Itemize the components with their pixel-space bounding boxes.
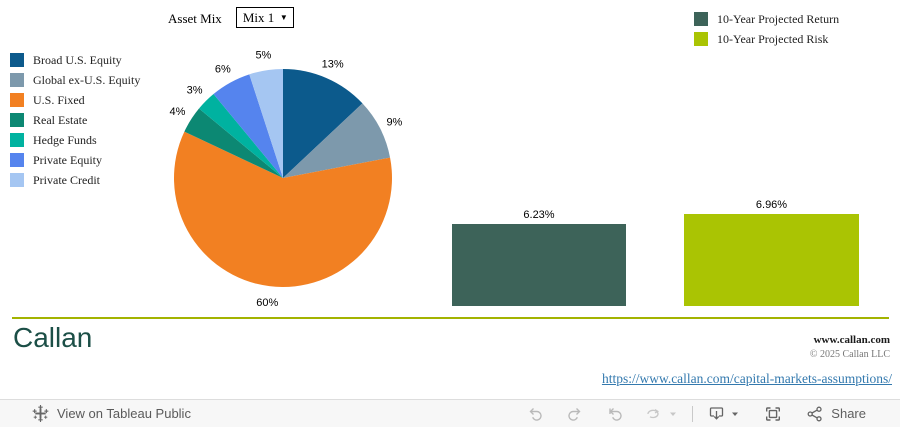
legend-label: Broad U.S. Equity [33, 52, 122, 67]
refresh-menu-caret[interactable] [668, 409, 678, 419]
legend-item[interactable]: Global ex-U.S. Equity [10, 70, 140, 90]
copyright-label: © 2025 Callan LLC [809, 349, 890, 360]
return-bar-label: 6.23% [523, 209, 555, 221]
legend-swatch [694, 12, 708, 26]
legend-label: Hedge Funds [33, 132, 97, 147]
pie-slice[interactable] [283, 69, 363, 178]
legend-label: Private Credit [33, 172, 100, 187]
pie-slice[interactable] [249, 69, 283, 178]
pie-data-label: 5% [255, 50, 271, 62]
risk-bar[interactable] [684, 214, 859, 306]
undo-icon [529, 407, 543, 421]
legend-label: 10-Year Projected Risk [717, 31, 829, 46]
legend-item[interactable]: 10-Year Projected Return [694, 9, 839, 29]
legend-swatch [10, 73, 24, 87]
pie-slice[interactable] [199, 94, 283, 178]
legend-item[interactable]: Real Estate [10, 110, 140, 130]
legend-swatch [10, 133, 24, 147]
pie-data-label: 9% [386, 116, 402, 128]
legend-label: Global ex-U.S. Equity [33, 72, 141, 87]
download-icon [710, 407, 724, 420]
asset-mix-selected-value: Mix 1 [242, 9, 275, 25]
projected-risk-bar-chart: 6.96% [684, 198, 859, 306]
pie-slice[interactable] [184, 108, 283, 178]
pie-chart: 13% 9% 60% 4%3% 6% 5% [170, 50, 403, 310]
asset-mix-control: Asset Mix Mix 1 ▼ [168, 7, 294, 28]
refresh-button[interactable] [644, 405, 662, 423]
fullscreen-icon [766, 406, 781, 421]
tableau-toolbar: View on Tableau Public [0, 399, 900, 427]
refresh-icon [647, 408, 660, 418]
site-url-label: www.callan.com [813, 334, 890, 346]
legend-label: 10-Year Projected Return [717, 11, 840, 26]
legend-label: U.S. Fixed [33, 92, 85, 107]
download-button[interactable] [707, 404, 726, 423]
redo-icon [568, 407, 581, 421]
undo-button[interactable] [526, 405, 544, 423]
callan-logo: Callan [13, 322, 93, 353]
legend-swatch [694, 32, 708, 46]
legend-swatch [10, 173, 24, 187]
asset-mix-dropdown[interactable]: Mix 1 ▼ [235, 7, 294, 28]
asset-mix-label: Asset Mix [168, 10, 222, 26]
legend-label: Private Equity [33, 152, 102, 167]
legend-swatch [10, 153, 24, 167]
legend-item[interactable]: 10-Year Projected Risk [694, 29, 839, 49]
caret-down-icon [732, 412, 739, 416]
pie-data-label: 13% [322, 58, 344, 70]
legend-swatch [10, 113, 24, 127]
share-label: Share [831, 406, 866, 421]
projected-return-bar-chart: 6.23% [452, 208, 626, 306]
pie-data-label: 6% [215, 64, 231, 76]
footer-divider [12, 317, 889, 319]
legend-item[interactable]: U.S. Fixed [10, 90, 140, 110]
bar-legend: 10-Year Projected Return 10-Year Project… [694, 9, 839, 49]
dashboard-canvas: Asset Mix Mix 1 ▼ Broad U.S. Equity Glob… [10, 7, 892, 386]
download-menu-caret[interactable] [730, 409, 740, 419]
share-icon [807, 406, 822, 421]
legend-item[interactable]: Private Credit [10, 170, 140, 190]
fullscreen-button[interactable] [764, 405, 782, 423]
risk-bar-label: 6.96% [755, 199, 788, 211]
pie-slice[interactable] [283, 103, 391, 178]
toolbar-divider [692, 405, 694, 422]
pie-data-label: 60% [256, 297, 278, 309]
pie-legend: Broad U.S. Equity Global ex-U.S. Equity … [10, 50, 140, 190]
legend-item[interactable]: Hedge Funds [10, 130, 140, 150]
share-button[interactable]: Share [806, 405, 866, 423]
view-on-tableau-public-label: View on Tableau Public [57, 406, 191, 421]
pie-data-label: 3% [187, 85, 203, 97]
capital-markets-assumptions-link[interactable]: https://www.callan.com/capital-markets-a… [601, 371, 892, 386]
return-bar[interactable] [452, 224, 626, 306]
reset-icon [609, 407, 623, 421]
redo-button[interactable] [566, 405, 584, 423]
tableau-logo-icon [32, 405, 49, 422]
view-on-tableau-public-button[interactable]: View on Tableau Public [32, 405, 191, 422]
pie-slice[interactable] [213, 74, 283, 178]
asset-mix-pie-chart: 13% 9% 60% 4% 3% 6% 5% [160, 40, 406, 316]
legend-item[interactable]: Broad U.S. Equity [10, 50, 140, 70]
caret-down-icon [670, 412, 677, 416]
legend-item[interactable]: Private Equity [10, 150, 140, 170]
legend-label: Real Estate [33, 112, 88, 127]
legend-swatch [10, 53, 24, 67]
dropdown-caret-icon: ▼ [279, 13, 288, 22]
legend-swatch [10, 93, 24, 107]
reset-button[interactable] [606, 405, 624, 423]
pie-data-label: 4% [170, 106, 186, 118]
pie-slice[interactable] [173, 131, 392, 287]
